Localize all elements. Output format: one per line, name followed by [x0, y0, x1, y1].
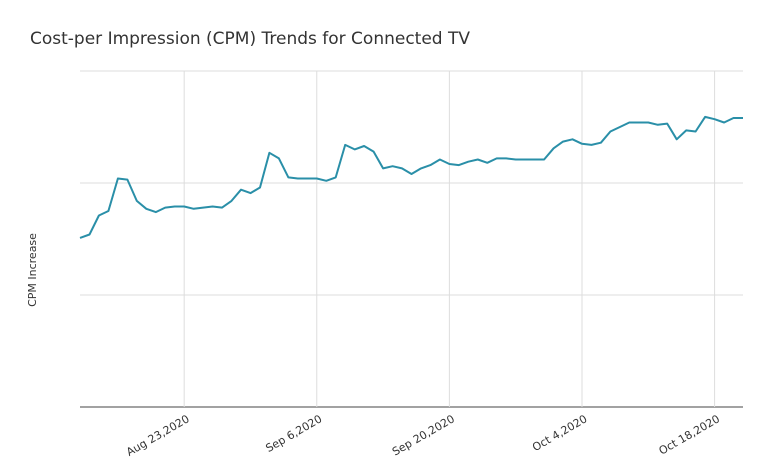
y-axis-label: CPM Increase: [26, 233, 39, 307]
x-tick-label: Oct 4,2020: [530, 412, 589, 454]
chart-title: Cost-per Impression (CPM) Trends for Con…: [30, 29, 470, 49]
x-tick-label: Sep 6,2020: [263, 412, 324, 455]
data-line: [79, 115, 743, 239]
x-tick-label: Oct 18,2020: [657, 412, 722, 457]
x-tick-label: Aug 23,2020: [124, 412, 192, 458]
x-tick-label: Sep 20,2020: [390, 412, 457, 458]
